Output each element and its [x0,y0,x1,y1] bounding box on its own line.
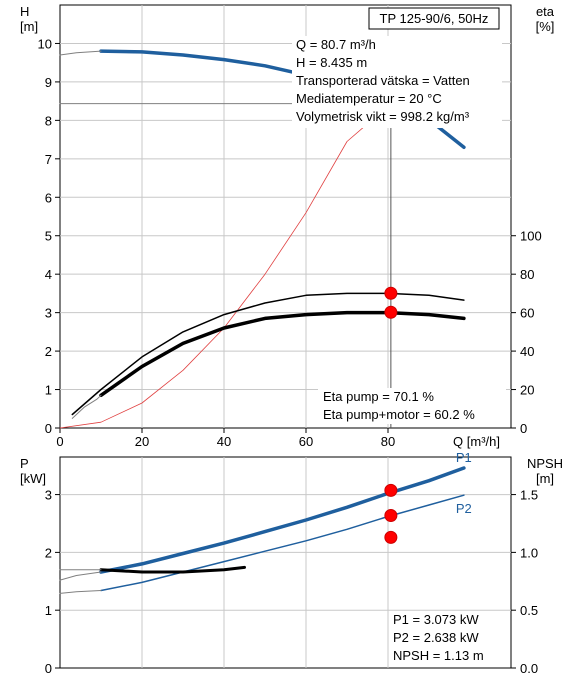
annotation-line: Q = 80.7 m³/h [296,37,376,52]
title-box [368,7,500,30]
charts0-y-left-tick-label: 8 [45,113,52,128]
charts1-y-right-tick-label: 0.0 [520,661,538,676]
charts0-y-right-tick-label: 80 [520,267,534,282]
charts1-series-line [59,571,102,581]
annotation-line: Transporterad vätska = Vatten [296,73,470,88]
charts0-y-right-title: [%] [536,19,555,34]
eta-annotation-line: Eta pump+motor = 60.2 % [323,407,475,422]
charts1-y-right-tick-label: 1.0 [520,545,538,560]
charts0-y-left-tick-label: 9 [45,75,52,90]
charts0-y-right-tick-label: 20 [520,383,534,398]
charts1-operating-point-marker [384,509,398,523]
charts1-y-left-title: P [20,456,29,471]
charts1-y-right-tick-label: 1.5 [520,488,538,503]
charts1-series-line [100,494,465,592]
power-annotation-line: NPSH = 1.13 m [393,648,484,663]
charts0-series-line [99,49,296,75]
annotation-box [292,36,502,128]
charts0-y-left-tick-label: 3 [45,306,52,321]
charts0-series-line [59,50,102,56]
charts1-series-label: P2 [456,501,472,516]
power-annotation-line: P2 = 2.638 kW [393,630,479,645]
charts0-x-axis-title: Q [m³/h] [453,434,500,449]
charts0-y-left-tick-label: 5 [45,229,52,244]
charts0-y-right-title: eta [536,4,555,19]
charts1-series-line [59,590,102,594]
charts0-y-left-tick-label: 1 [45,383,52,398]
charts1-y-right-title: [m] [536,471,554,486]
charts1-y-right-title: NPSH [527,456,563,471]
charts0-series-line [99,310,466,398]
eta-annotation-box [318,388,506,424]
charts1-y-left-tick-label: 0 [45,661,52,676]
charts0-operating-point-marker [384,286,398,300]
charts0-y-left-tick-label: 4 [45,267,52,282]
charts0-y-left-tick-label: 6 [45,190,52,205]
power-annotation-box [389,611,505,667]
charts0-y-left-tick-label: 2 [45,344,52,359]
charts0-x-tick-label: 40 [217,434,231,449]
charts0-y-right-tick-label: 40 [520,344,534,359]
chart-title: TP 125-90/6, 50Hz [380,11,489,26]
charts0-series-line [59,103,392,429]
charts0-x-tick-label: 0 [56,434,63,449]
charts0-y-left-tick-label: 7 [45,152,52,167]
charts1-series-label: P1 [456,450,472,465]
charts1-y-right-tick-label: 0.5 [520,603,538,618]
charts0-y-right-tick-label: 100 [520,229,542,244]
charts0-series-line [71,394,102,419]
power-annotation-line: P1 = 3.073 kW [393,612,479,627]
charts1-y-left-tick-label: 3 [45,488,52,503]
charts0-plot-frame [59,4,512,429]
charts0-operating-point-marker [384,305,398,319]
charts1-plot-frame [59,456,512,669]
charts0-x-tick-label: 80 [381,434,395,449]
charts1-series-line [99,466,466,574]
charts1-series-line [99,565,246,574]
eta-annotation-line: Eta pump = 70.1 % [323,389,434,404]
annotation-line: H = 8.435 m [296,55,367,70]
charts1-operating-point-marker [384,483,398,497]
charts1-operating-point-marker [384,530,398,544]
charts0-y-left-title: H [20,4,29,19]
charts0-y-left-title: [m] [20,19,38,34]
charts0-y-right-tick-label: 60 [520,306,534,321]
charts1-y-left-title: [kW] [20,471,46,486]
charts0-series-line [71,292,465,416]
charts1-y-left-tick-label: 1 [45,603,52,618]
charts0-x-tick-label: 20 [135,434,149,449]
annotation-line: Volymetrisk vikt = 998.2 kg/m³ [296,109,470,124]
charts0-y-left-tick-label: 0 [45,421,52,436]
charts0-x-tick-label: 60 [299,434,313,449]
charts0-y-right-tick-label: 0 [520,421,527,436]
charts1-y-left-tick-label: 2 [45,545,52,560]
charts0-y-left-tick-label: 10 [38,36,52,51]
annotation-line: Mediatemperatur = 20 °C [296,91,442,106]
